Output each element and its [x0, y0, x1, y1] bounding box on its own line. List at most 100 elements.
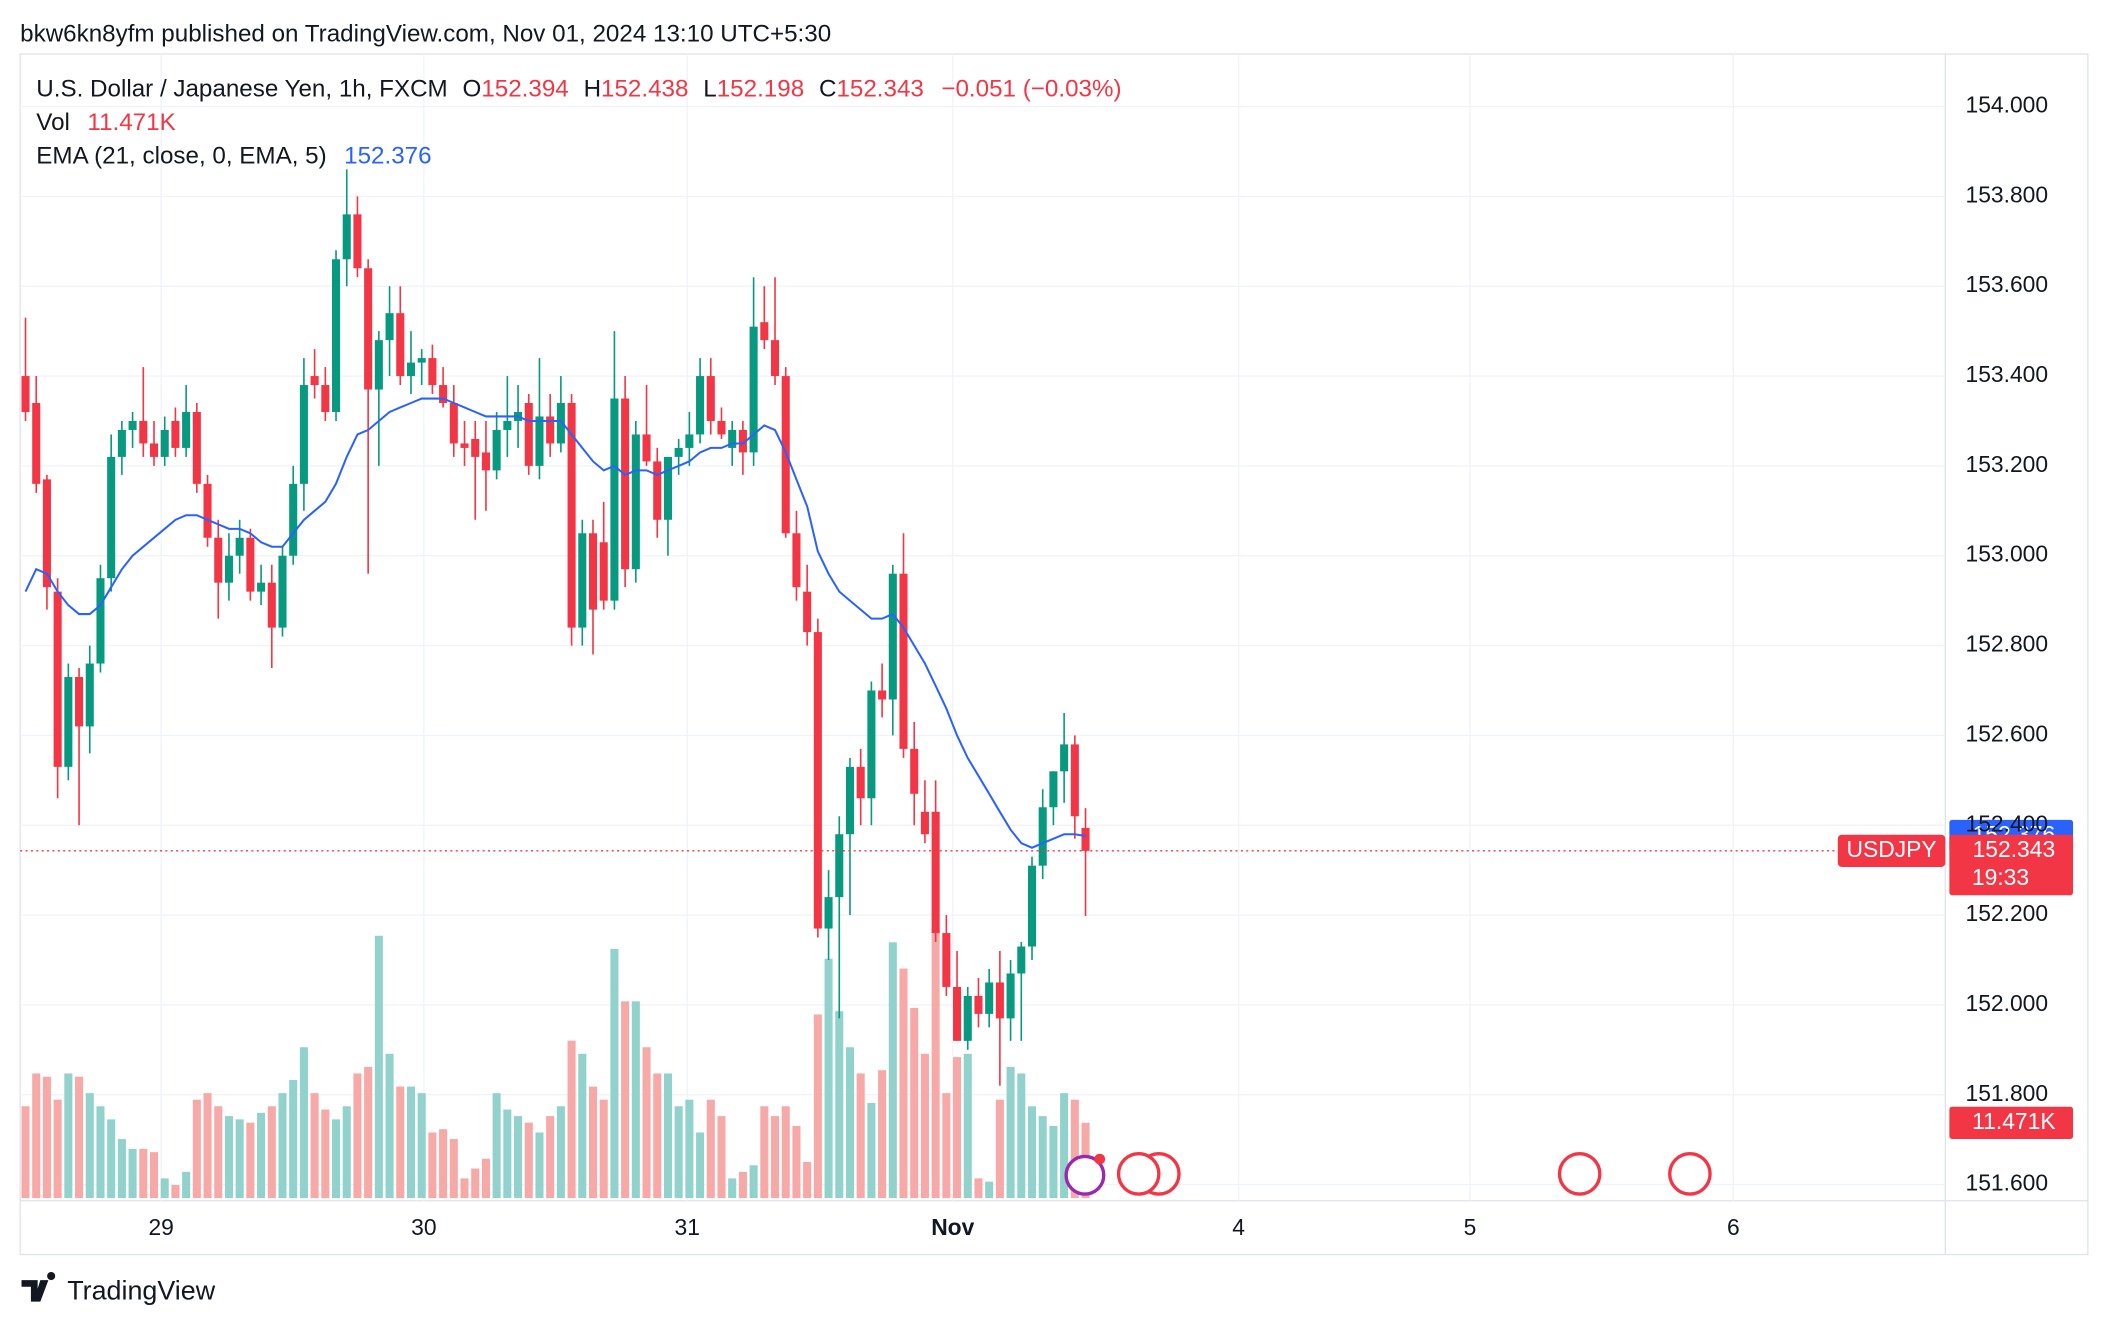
legend-low: 152.198	[717, 76, 804, 103]
legend-ema: EMA (21, close, 0, EMA, 5) 152.376	[36, 143, 431, 170]
y-tick-label: 153.600	[1965, 271, 2048, 297]
volume-bar	[53, 1099, 62, 1199]
candle-body	[556, 403, 565, 444]
candle-body	[546, 416, 555, 444]
volume-bar	[845, 1047, 855, 1199]
volume-bar	[578, 1053, 587, 1199]
candle-body	[439, 385, 448, 404]
candle-body	[182, 411, 191, 448]
candle-body	[524, 403, 533, 466]
candle-body	[267, 582, 276, 628]
volume-bar	[353, 1073, 362, 1199]
volume-bar	[920, 1053, 929, 1199]
candle-body	[728, 429, 737, 448]
volume-bar	[299, 1047, 308, 1199]
volume-bar	[21, 1106, 30, 1199]
volume-bar	[931, 929, 940, 1199]
candle-body	[460, 443, 469, 448]
candle-body	[310, 376, 319, 386]
y-tick-label: 153.400	[1965, 361, 2048, 387]
volume-bar	[278, 1093, 287, 1199]
flag-icon	[1557, 1152, 1602, 1196]
volume-bar	[567, 1040, 576, 1199]
candle-body	[813, 632, 822, 929]
candle-body	[835, 834, 844, 898]
volume-bar	[1006, 1066, 1015, 1199]
candle-body	[449, 403, 458, 444]
candle-body	[171, 420, 180, 448]
candle-body	[974, 995, 983, 1014]
volume-bar	[653, 1073, 662, 1199]
volume-bar	[685, 1099, 694, 1199]
volume-bar	[471, 1168, 480, 1199]
candle-body	[845, 766, 855, 835]
volume-bar	[1070, 1099, 1079, 1199]
y-tick-label: 151.600	[1965, 1170, 2048, 1196]
frame	[19, 53, 2089, 1256]
countdown-text: 19:33	[1972, 864, 2029, 890]
volume-badge-text: 11.471K	[1972, 1108, 2055, 1134]
candle-body	[1070, 744, 1079, 817]
legend-open: 152.394	[481, 76, 568, 103]
candle-body	[342, 214, 351, 260]
y-tick-label: 152.400	[1965, 810, 2048, 836]
event-icon	[1064, 1154, 1106, 1196]
x-tick-label: 5	[1464, 1214, 1477, 1240]
volume-bar	[760, 1106, 769, 1199]
candle-body	[599, 542, 608, 601]
x-tick-label: Nov	[931, 1214, 974, 1240]
flag-icon	[1116, 1152, 1161, 1196]
candle-body	[1038, 807, 1047, 866]
volume-bar	[524, 1122, 533, 1199]
candle-body	[192, 411, 201, 484]
volume-bar	[953, 1057, 962, 1199]
x-tick-label: 4	[1232, 1214, 1245, 1240]
volume-bar	[117, 1139, 126, 1199]
candle-body	[374, 340, 383, 390]
volume-bar	[503, 1109, 512, 1199]
candle-body	[149, 443, 159, 457]
volume-bar	[417, 1093, 426, 1199]
volume-bar	[224, 1116, 233, 1199]
x-tick-label: 6	[1727, 1214, 1740, 1240]
price-badge	[1949, 834, 2074, 896]
volume-bar	[289, 1080, 298, 1199]
candle-body	[1081, 827, 1090, 851]
candle-body	[610, 398, 619, 601]
volume-value: 11.471K	[87, 109, 175, 136]
volume-bar	[396, 1086, 405, 1199]
ema-value: 152.376	[344, 143, 431, 170]
volume-bar	[749, 1165, 758, 1199]
volume-bar	[492, 1093, 501, 1199]
candle-body	[299, 385, 308, 484]
volume-bar	[1038, 1116, 1047, 1199]
legend: U.S. Dollar / Japanese Yen, 1h, FXCM O15…	[36, 76, 1121, 170]
volume-bar	[738, 1171, 747, 1199]
legend-l: L	[703, 76, 716, 103]
candle-body	[663, 456, 672, 520]
candle-body	[953, 986, 962, 1041]
y-tick-label: 153.200	[1965, 451, 2048, 477]
candle-body	[278, 555, 287, 628]
candle-body	[160, 429, 169, 457]
volume-bar	[257, 1112, 266, 1199]
candle-body	[824, 897, 833, 929]
candle-body	[396, 313, 405, 377]
candle-body	[417, 358, 426, 363]
volume-bar	[246, 1122, 255, 1199]
grid	[20, 53, 1946, 1201]
candle-layer	[21, 169, 1090, 1086]
candle-body	[492, 429, 501, 471]
candle-body	[96, 578, 105, 664]
candle-body	[856, 766, 865, 799]
candle-body	[578, 533, 587, 628]
volume-bar	[182, 1171, 191, 1199]
candle-body	[770, 340, 780, 377]
candle-body	[642, 434, 651, 462]
candle-body	[696, 376, 705, 435]
candle-body	[535, 416, 544, 466]
legend-h: H	[584, 76, 601, 103]
